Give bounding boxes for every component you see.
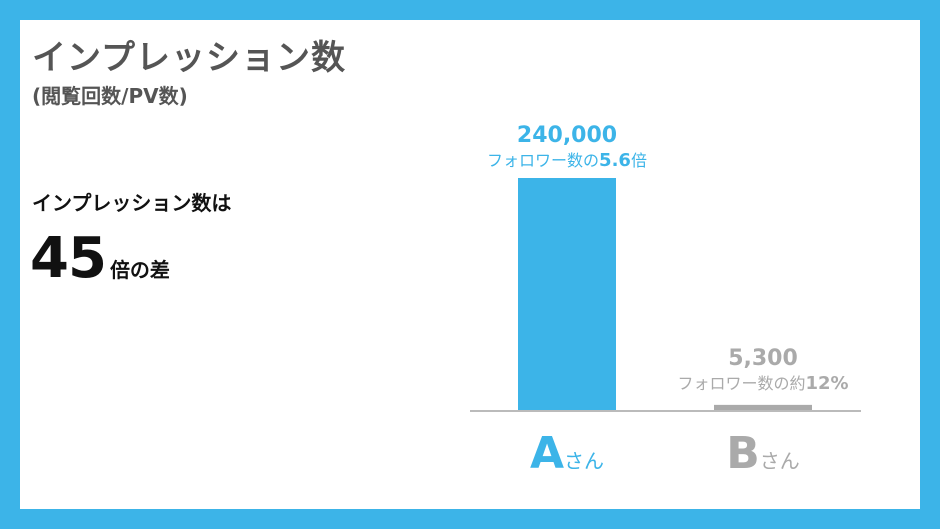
summary-row: 45 倍の差 [30,226,170,291]
annotation-emphasis-b: 12% [805,373,848,394]
summary-suffix: 倍の差 [109,258,170,282]
category-letter-b: B [726,428,760,479]
annotation-emphasis-a: 5.6 [599,150,631,171]
annotation-prefix-b: フォロワー数の約 [677,374,805,393]
slide-frame [20,20,920,509]
annotation-prefix-a: フォロワー数の [487,151,599,170]
annotation-tail-a: 倍 [631,151,647,170]
annotation-a: フォロワー数の5.6倍 [487,150,647,171]
bars-group [518,178,812,410]
summary-lead: インプレッション数は [32,191,232,215]
annotation-b: フォロワー数の約12% [677,373,848,394]
page-subtitle: (閲覧回数/PV数) [32,84,188,108]
category-suffix-a: さん [564,449,604,473]
bar-b [714,404,812,410]
category-label-b: Bさん [726,428,800,479]
category-label-a: Aさん [530,428,604,479]
category-letter-a: A [530,428,564,479]
value-label-b: 5,300 [728,346,798,371]
bar-a [518,178,616,410]
value-label-a: 240,000 [517,123,617,148]
summary-number: 45 [30,226,107,291]
category-suffix-b: さん [760,449,800,473]
page-title: インプレッション数 [32,38,346,78]
